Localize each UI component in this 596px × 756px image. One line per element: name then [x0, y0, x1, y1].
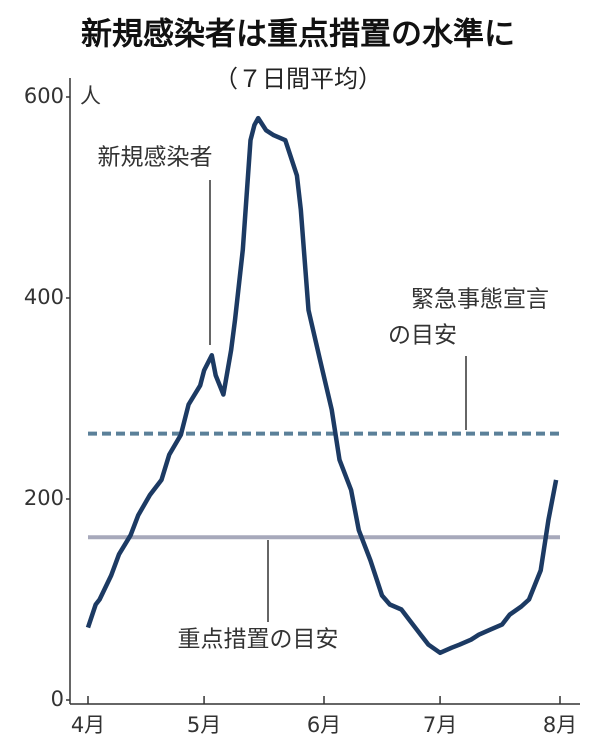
x-tick-label: 6月	[307, 713, 341, 737]
reference-label: 重点措置の目安	[178, 627, 339, 653]
y-tick-label: 400	[24, 285, 64, 309]
y-tick-label: 200	[24, 486, 64, 510]
x-tick-label: 7月	[423, 713, 457, 737]
chart-subtitle: （７日間平均）	[214, 65, 382, 93]
y-unit: 人	[80, 84, 101, 108]
y-tick-label: 600	[24, 84, 64, 108]
chart-title: 新規感染者は重点措置の水準に	[81, 17, 515, 53]
reference-label: の目安	[388, 323, 457, 349]
x-tick-label: 5月	[187, 713, 221, 737]
y-tick-label: 0	[51, 687, 64, 711]
series-annotation: 新規感染者	[98, 145, 213, 171]
reference-label: 緊急事態宣言	[411, 287, 549, 313]
x-tick-label: 4月	[71, 713, 105, 737]
x-tick-label: 8月	[543, 713, 577, 737]
series-line	[85, 115, 559, 656]
